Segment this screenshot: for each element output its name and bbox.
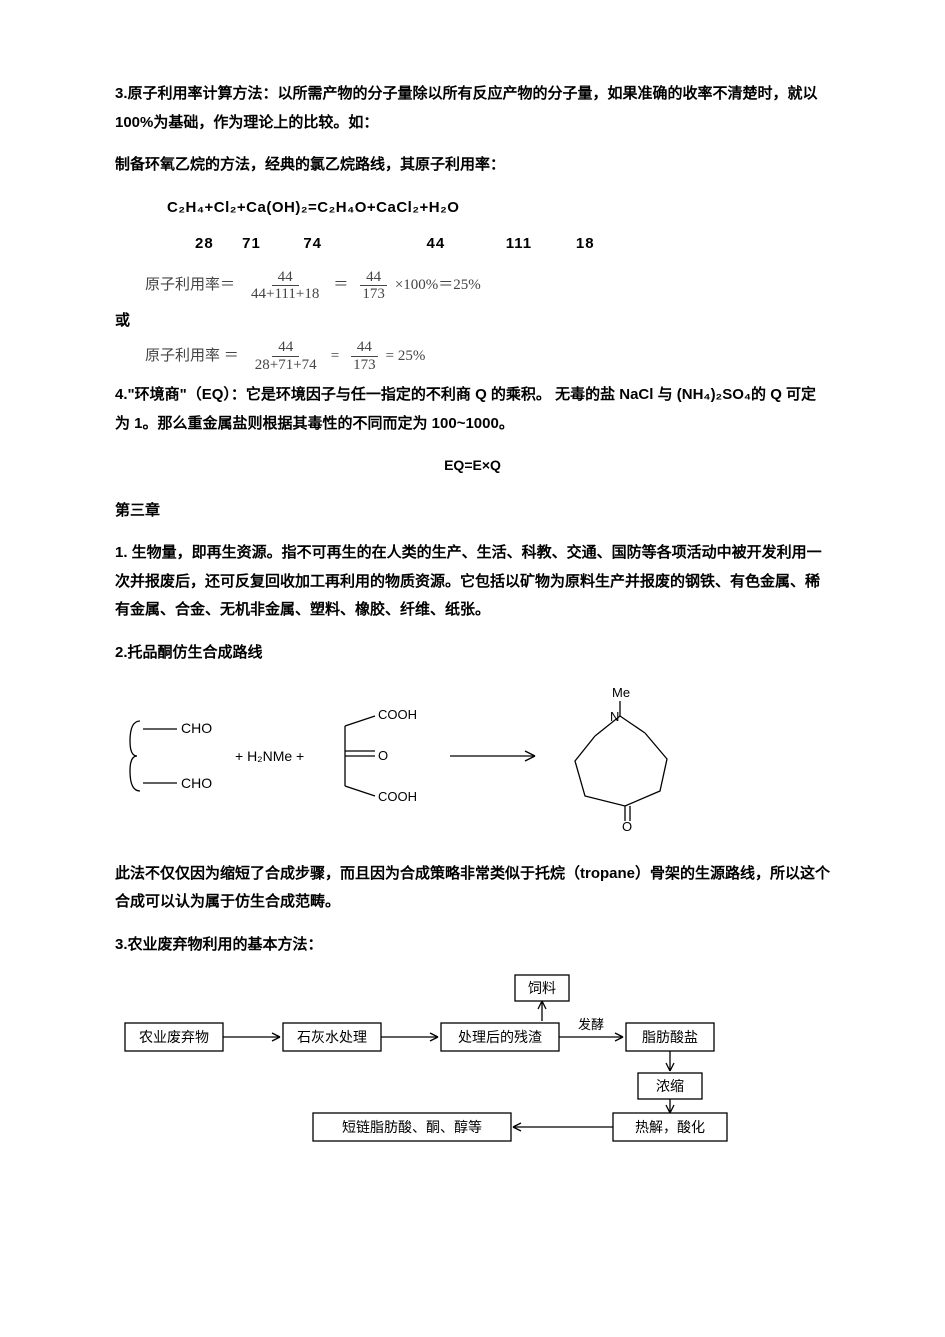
svg-text:处理后的残渣: 处理后的残渣	[458, 1029, 542, 1045]
svg-text:脂肪酸盐: 脂肪酸盐	[642, 1029, 698, 1045]
ch3-p3: 此法不仅仅因为缩短了合成步骤，而且因为合成策略非常类似于托烷（tropane）骨…	[115, 860, 830, 917]
svg-text:+ H₂NMe +: + H₂NMe +	[235, 748, 304, 764]
tropinone-synthesis-scheme: CHO CHO + H₂NMe + COOH O COOH Me N O	[115, 681, 830, 842]
svg-text:CHO: CHO	[181, 775, 212, 791]
svg-text:石灰水处理: 石灰水处理	[297, 1029, 367, 1045]
svg-text:热解，酸化: 热解，酸化	[635, 1119, 705, 1135]
svg-text:饲料: 饲料	[528, 980, 556, 996]
atom-util-formula-1: 原子利用率＝ 4444+111+18 ＝ 44173 ×100%＝25%	[145, 269, 830, 303]
svg-text:O: O	[622, 819, 632, 831]
atom-util-formula-2: 原子利用率 ＝ 4428+71+74 = 44173 = 25%	[145, 339, 830, 373]
svg-text:发酵: 发酵	[578, 1017, 604, 1032]
svg-text:农业废弃物: 农业废弃物	[139, 1029, 209, 1045]
svg-text:O: O	[378, 748, 388, 763]
ch3-p4-title: 3.农业废弃物利用的基本方法：	[115, 931, 830, 960]
eq-formula: EQ=E×Q	[115, 452, 830, 479]
svg-text:COOH: COOH	[378, 789, 417, 804]
or-label: 或	[115, 307, 830, 336]
s3-molar-masses: 28 71 74 44 111 18	[195, 230, 830, 259]
svg-text:CHO: CHO	[181, 720, 212, 736]
s3-p2: 制备环氧乙烷的方法，经典的氯乙烷路线，其原子利用率：	[115, 151, 830, 180]
svg-text:浓缩: 浓缩	[656, 1078, 684, 1094]
s3-p1: 3.原子利用率计算方法：以所需产物的分子量除以所有反应产物的分子量，如果准确的收…	[115, 80, 830, 137]
svg-text:COOH: COOH	[378, 707, 417, 722]
svg-text:N: N	[610, 709, 619, 724]
agri-waste-flowchart: 饲料 农业废弃物 石灰水处理 处理后的残渣 发酵 脂肪酸盐 浓缩 热解，酸化	[115, 973, 830, 1154]
svg-text:短链脂肪酸、酮、醇等: 短链脂肪酸、酮、醇等	[342, 1119, 482, 1135]
ch3-p1: 1. 生物量，即再生资源。指不可再生的在人类的生产、生活、科教、交通、国防等各项…	[115, 539, 830, 625]
ch3-p2-title: 2.托品酮仿生合成路线	[115, 639, 830, 668]
s4-p1: 4."环境商"（EQ）：它是环境因子与任一指定的不利商 Q 的乘积。 无毒的盐 …	[115, 381, 830, 438]
svg-text:Me: Me	[612, 685, 630, 700]
s3-equation: C₂H₄+Cl₂+Ca(OH)₂=C₂H₄O+CaCl₂+H₂O	[167, 194, 830, 223]
chapter3-title: 第三章	[115, 497, 830, 526]
